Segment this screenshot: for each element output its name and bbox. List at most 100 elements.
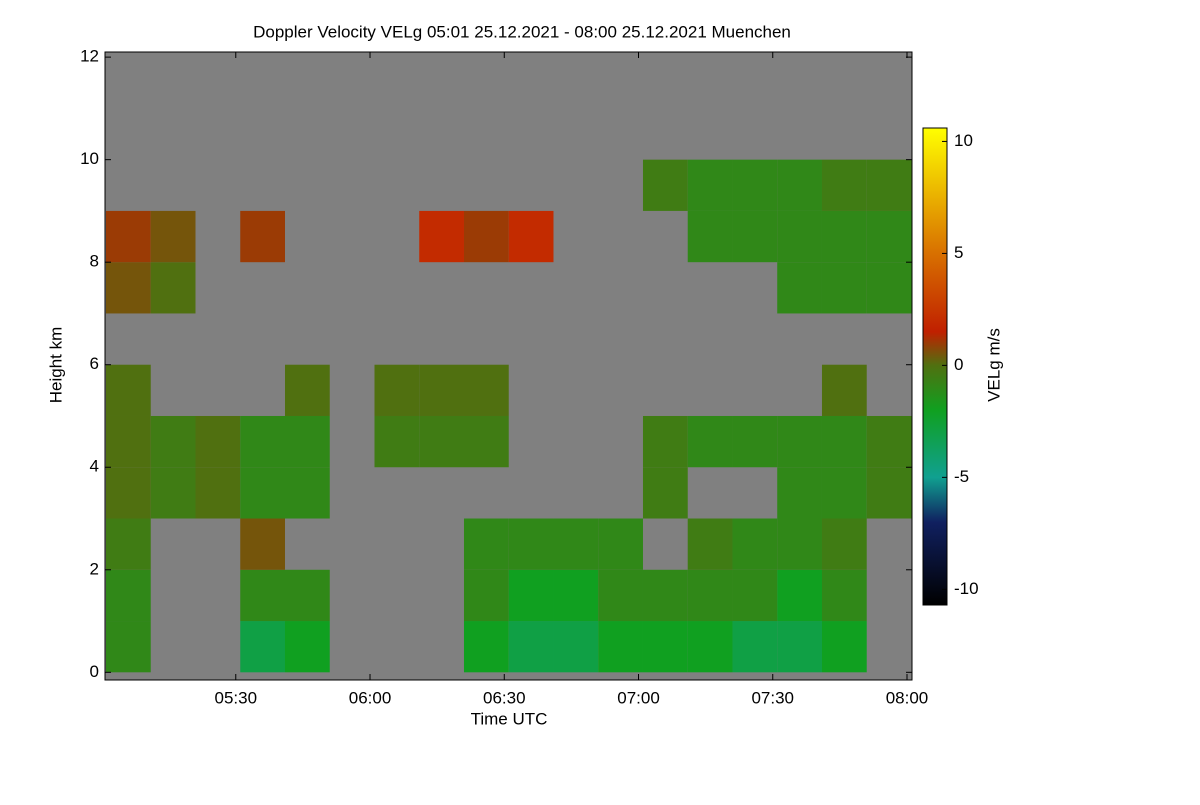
heatmap-cell (642, 621, 688, 673)
heatmap-cell (106, 210, 151, 263)
heatmap-cell (553, 569, 599, 622)
heatmap-cell (777, 569, 822, 622)
heatmap-cell (195, 415, 241, 468)
heatmap-cell (642, 569, 688, 622)
heatmap-cell (866, 210, 912, 263)
heatmap-cell (106, 621, 151, 673)
heatmap-cell (777, 262, 822, 314)
heatmap-cell (866, 415, 912, 468)
colorbar-tick-label: -10 (954, 579, 979, 598)
heatmap-cell (598, 621, 643, 673)
heatmap-cell (463, 518, 509, 570)
y-tick-label: 8 (90, 252, 99, 271)
colorbar-tick-label: 5 (954, 243, 963, 262)
plot-frame (104, 51, 913, 681)
heatmap-cell (106, 262, 151, 314)
x-tick-label: 07:30 (751, 688, 794, 707)
heatmap-cell (732, 210, 778, 263)
heatmap-cell (777, 159, 822, 211)
heatmap-cell (598, 518, 643, 570)
heatmap-cell (240, 518, 285, 570)
heatmap-cell (150, 210, 196, 263)
x-tick-label: 08:00 (886, 688, 929, 707)
heatmap-cell (419, 364, 464, 416)
heatmap-cell (821, 262, 867, 314)
heatmap-cell (284, 415, 330, 468)
heatmap-cell (821, 569, 867, 622)
heatmap-cell (777, 467, 822, 519)
x-tick-label: 07:00 (617, 688, 660, 707)
heatmap-cell (463, 621, 509, 673)
heatmap-cell (508, 210, 554, 263)
heatmap-cell (553, 518, 599, 570)
heatmap-cell (106, 467, 151, 519)
heatmap-cell (284, 621, 330, 673)
heatmap-cell (508, 569, 554, 622)
heatmap-cell (687, 621, 733, 673)
heatmap-cell (866, 159, 912, 211)
heatmap-cell (463, 364, 509, 416)
heatmap-cell (732, 415, 778, 468)
heatmap-cell (284, 569, 330, 622)
heatmap-cell (687, 159, 733, 211)
heatmap-cell (419, 210, 464, 263)
heatmap-cell (106, 518, 151, 570)
heatmap-cell (732, 621, 778, 673)
y-tick-label: 4 (90, 457, 99, 476)
y-tick-label: 0 (90, 662, 99, 681)
heatmap-cell (150, 467, 196, 519)
heatmap-cell (821, 210, 867, 263)
x-tick-label: 06:30 (483, 688, 526, 707)
heatmap-cell (866, 262, 912, 314)
heatmap-cell (687, 518, 733, 570)
x-axis-label: Time UTC (471, 709, 548, 728)
heatmap-cell (508, 621, 554, 673)
y-tick-label: 12 (80, 47, 99, 66)
heatmap-cell (687, 415, 733, 468)
colorbar-tick-label: -5 (954, 467, 969, 486)
heatmap-cell (463, 569, 509, 622)
heatmap-cell (240, 569, 285, 622)
colorbar (922, 127, 948, 606)
y-tick-label: 6 (90, 354, 99, 373)
heatmap-cell (866, 467, 912, 519)
colorbar-tick-label: 0 (954, 355, 963, 374)
heatmap-cell (777, 210, 822, 263)
y-axis-label: Height km (46, 327, 65, 404)
heatmap-cell (195, 467, 241, 519)
heatmap-cell (821, 159, 867, 211)
heatmap-cell (106, 569, 151, 622)
heatmap-cell (419, 415, 464, 468)
colorbar-label: VELg m/s (984, 328, 1003, 402)
heatmap-cell (553, 621, 599, 673)
heatmap-cell (777, 415, 822, 468)
heatmap-cell (463, 210, 509, 263)
y-tick-label: 10 (80, 149, 99, 168)
chart-title: Doppler Velocity VELg 05:01 25.12.2021 -… (253, 22, 791, 41)
colorbar-tick-label: 10 (954, 131, 973, 150)
heatmap-cell (687, 210, 733, 263)
heatmap-cell (642, 415, 688, 468)
x-tick-label: 05:30 (214, 688, 257, 707)
heatmap-cell (642, 159, 688, 211)
heatmap-cell (106, 415, 151, 468)
heatmap-cell (240, 467, 285, 519)
heatmap-cell (240, 210, 285, 263)
heatmap-cell (240, 621, 285, 673)
heatmap-cell (374, 415, 420, 468)
x-tick-label: 06:00 (349, 688, 392, 707)
heatmap-cell (732, 159, 778, 211)
heatmap-cell (284, 467, 330, 519)
heatmap-cell (732, 518, 778, 570)
heatmap-cell (598, 569, 643, 622)
heatmap-cell (821, 518, 867, 570)
heatmap-cell (777, 518, 822, 570)
heatmap-cell (732, 569, 778, 622)
heatmap-cell (821, 621, 867, 673)
heatmap-cell (687, 569, 733, 622)
heatmap-cell (374, 364, 420, 416)
heatmap-cell (463, 415, 509, 468)
y-tick-label: 2 (90, 559, 99, 578)
heatmap-cell (821, 467, 867, 519)
